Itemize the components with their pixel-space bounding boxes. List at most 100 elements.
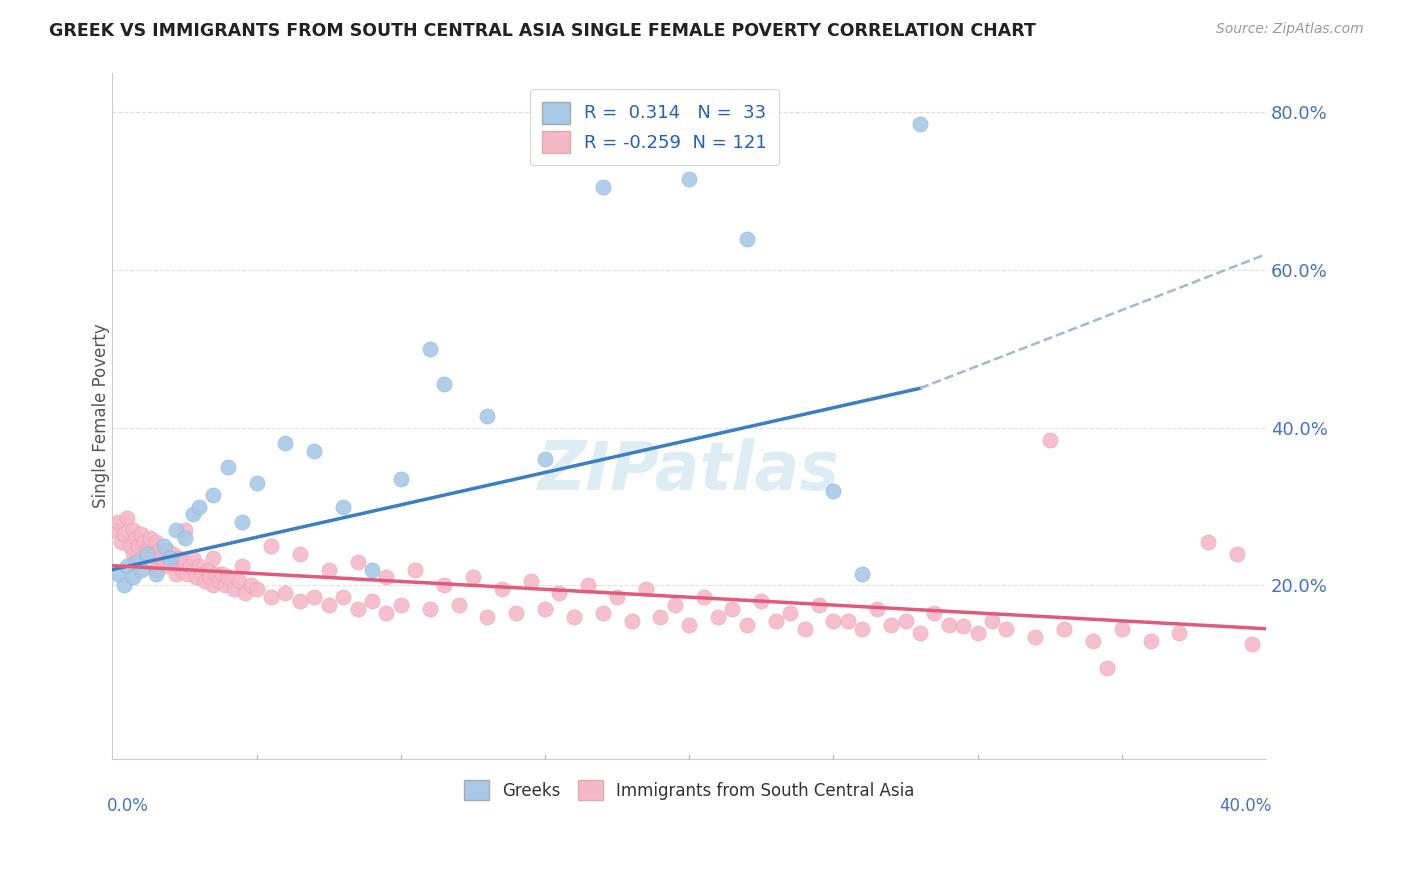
Point bbox=[894, 614, 917, 628]
Point bbox=[433, 377, 456, 392]
Point bbox=[477, 409, 499, 423]
Point bbox=[304, 590, 326, 604]
Point bbox=[966, 625, 988, 640]
Point bbox=[274, 436, 297, 450]
Point bbox=[124, 555, 146, 569]
Point bbox=[139, 555, 162, 569]
Point bbox=[121, 523, 143, 537]
Point bbox=[1240, 638, 1263, 652]
Point bbox=[823, 614, 845, 628]
Point bbox=[606, 590, 628, 604]
Point bbox=[1024, 630, 1046, 644]
Point bbox=[389, 598, 412, 612]
Point bbox=[1039, 433, 1062, 447]
Point bbox=[1197, 535, 1219, 549]
Point bbox=[765, 614, 787, 628]
Point bbox=[1226, 547, 1249, 561]
Point bbox=[205, 566, 228, 581]
Point bbox=[170, 563, 193, 577]
Point bbox=[184, 570, 207, 584]
Point bbox=[222, 582, 245, 597]
Point bbox=[136, 547, 159, 561]
Point bbox=[1097, 661, 1119, 675]
Point bbox=[952, 619, 974, 633]
Point bbox=[202, 578, 225, 592]
Point bbox=[162, 547, 184, 561]
Point bbox=[153, 558, 176, 573]
Point bbox=[124, 531, 146, 545]
Point bbox=[634, 582, 657, 597]
Point bbox=[491, 582, 513, 597]
Point bbox=[202, 488, 225, 502]
Legend: Greeks, Immigrants from South Central Asia: Greeks, Immigrants from South Central As… bbox=[456, 772, 922, 809]
Point bbox=[678, 172, 700, 186]
Point bbox=[127, 539, 149, 553]
Point bbox=[1111, 622, 1133, 636]
Point bbox=[167, 550, 190, 565]
Point bbox=[332, 500, 354, 514]
Point bbox=[107, 516, 129, 530]
Point bbox=[938, 617, 960, 632]
Point bbox=[231, 558, 253, 573]
Point bbox=[505, 606, 527, 620]
Point bbox=[181, 508, 204, 522]
Point bbox=[217, 570, 239, 584]
Point bbox=[548, 586, 571, 600]
Point bbox=[477, 610, 499, 624]
Point bbox=[433, 578, 456, 592]
Point bbox=[228, 574, 250, 589]
Point bbox=[1168, 625, 1191, 640]
Point bbox=[107, 566, 129, 581]
Point bbox=[148, 542, 170, 557]
Point bbox=[202, 550, 225, 565]
Text: ZIPatlas: ZIPatlas bbox=[538, 438, 841, 504]
Point bbox=[115, 511, 138, 525]
Point bbox=[136, 542, 159, 557]
Point bbox=[620, 614, 643, 628]
Point bbox=[692, 590, 714, 604]
Point bbox=[1053, 622, 1076, 636]
Point bbox=[749, 594, 772, 608]
Point bbox=[129, 563, 152, 577]
Point bbox=[880, 617, 903, 632]
Point bbox=[260, 590, 283, 604]
Point bbox=[274, 586, 297, 600]
Point bbox=[807, 598, 830, 612]
Point bbox=[332, 590, 354, 604]
Point bbox=[908, 625, 931, 640]
Point bbox=[208, 574, 231, 589]
Point bbox=[246, 475, 269, 490]
Point bbox=[866, 602, 889, 616]
Point bbox=[217, 460, 239, 475]
Point bbox=[134, 535, 156, 549]
Point bbox=[288, 547, 311, 561]
Point bbox=[346, 555, 368, 569]
Point bbox=[173, 523, 195, 537]
Point bbox=[678, 617, 700, 632]
Point bbox=[823, 483, 845, 498]
Point bbox=[389, 472, 412, 486]
Point bbox=[165, 566, 187, 581]
Point bbox=[346, 602, 368, 616]
Point bbox=[995, 622, 1018, 636]
Point bbox=[145, 535, 167, 549]
Point bbox=[735, 231, 758, 245]
Point bbox=[981, 614, 1004, 628]
Point bbox=[260, 539, 283, 553]
Point bbox=[534, 602, 557, 616]
Point bbox=[191, 566, 214, 581]
Point bbox=[145, 566, 167, 581]
Point bbox=[404, 563, 426, 577]
Point bbox=[115, 558, 138, 573]
Text: GREEK VS IMMIGRANTS FROM SOUTH CENTRAL ASIA SINGLE FEMALE POVERTY CORRELATION CH: GREEK VS IMMIGRANTS FROM SOUTH CENTRAL A… bbox=[49, 22, 1036, 40]
Point bbox=[200, 570, 222, 584]
Y-axis label: Single Female Poverty: Single Female Poverty bbox=[93, 324, 110, 508]
Point bbox=[188, 500, 211, 514]
Point bbox=[194, 574, 217, 589]
Point bbox=[246, 582, 269, 597]
Point bbox=[664, 598, 686, 612]
Point bbox=[211, 566, 233, 581]
Point bbox=[735, 617, 758, 632]
Point bbox=[908, 117, 931, 131]
Point bbox=[112, 578, 135, 592]
